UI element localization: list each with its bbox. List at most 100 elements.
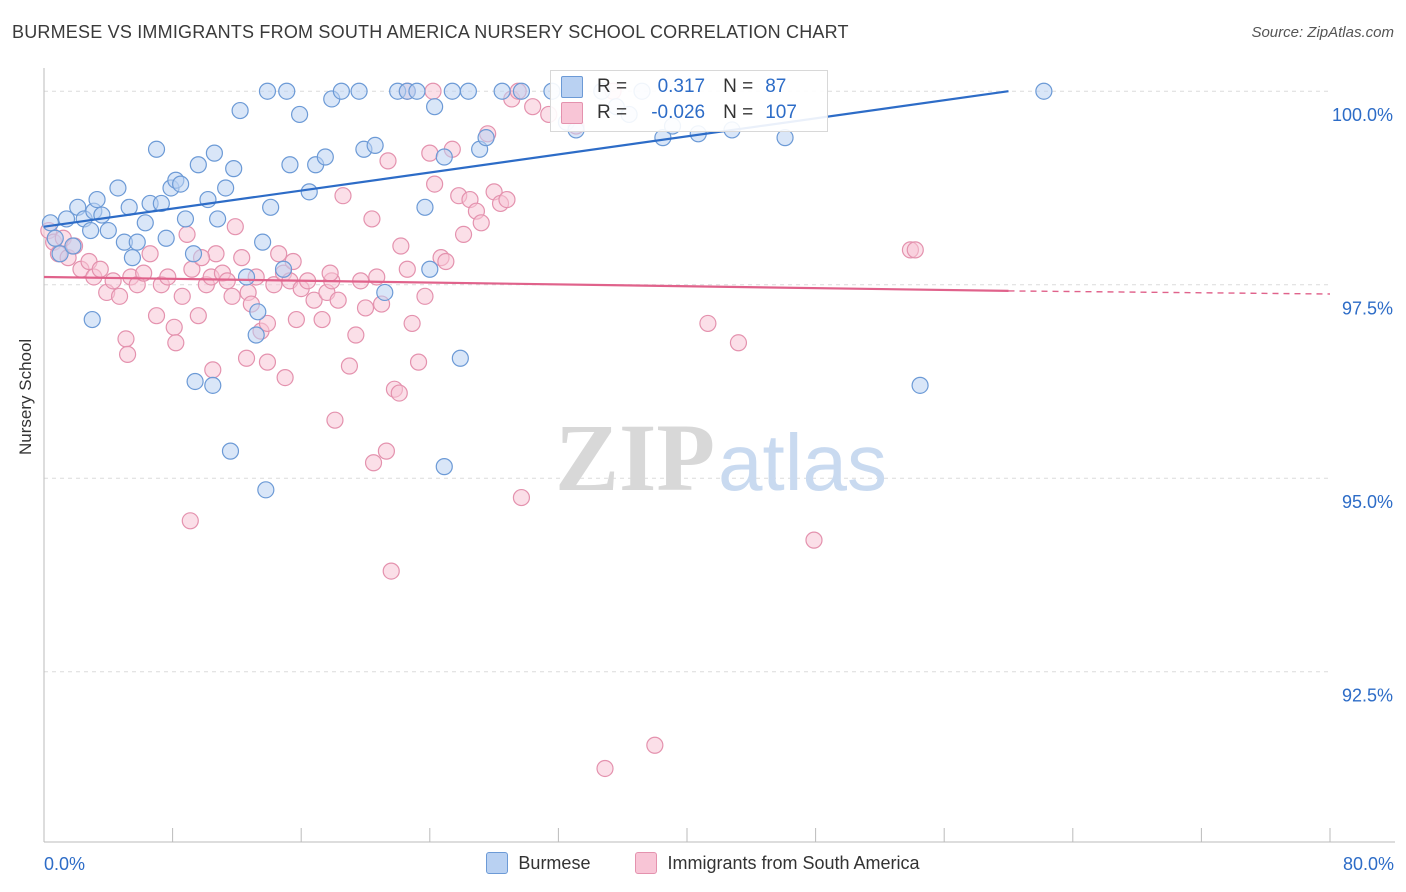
point-burmese <box>82 221 100 240</box>
point-immigrants <box>181 512 199 530</box>
y-tick-label: 92.5% <box>1342 686 1393 706</box>
point-burmese <box>316 148 334 166</box>
point-immigrants <box>498 190 516 209</box>
point-burmese <box>152 194 170 213</box>
stats-row-immigrants: R = -0.026 N = 107 <box>561 101 797 125</box>
point-burmese <box>274 260 293 278</box>
point-burmese <box>281 156 299 174</box>
trend-lines <box>43 90 1331 295</box>
point-immigrants <box>392 237 410 255</box>
point-immigrants <box>356 299 375 317</box>
point-immigrants <box>329 291 347 309</box>
point-immigrants <box>159 268 177 286</box>
point-immigrants <box>165 318 183 336</box>
point-immigrants <box>91 260 109 278</box>
point-burmese <box>172 175 190 193</box>
point-immigrants <box>421 144 439 162</box>
point-burmese <box>262 198 280 216</box>
point-immigrants <box>646 736 664 754</box>
point-burmese <box>109 179 127 197</box>
stats-n-label: N = <box>723 102 754 123</box>
y-tick-label: 97.5% <box>1342 299 1393 319</box>
point-immigrants <box>305 291 323 309</box>
point-immigrants <box>226 218 244 236</box>
point-burmese <box>186 372 204 391</box>
watermark-atlas: atlas <box>718 418 887 507</box>
point-burmese <box>217 179 235 197</box>
point-immigrants <box>729 334 748 352</box>
point-immigrants <box>437 252 455 271</box>
point-immigrants <box>189 307 207 325</box>
point-immigrants <box>173 287 191 305</box>
point-burmese <box>41 214 60 232</box>
point-burmese <box>88 190 106 209</box>
trend-line-burmese <box>43 90 1009 228</box>
point-burmese <box>123 249 142 267</box>
gridlines <box>44 90 1330 673</box>
point-burmese <box>477 129 495 147</box>
point-immigrants <box>454 225 473 244</box>
point-burmese <box>512 82 531 100</box>
point-immigrants <box>377 442 395 460</box>
chart-title: BURMESE VS IMMIGRANTS FROM SOUTH AMERICA… <box>12 22 849 42</box>
legend-label-immigrants: Immigrants from South America <box>667 852 920 873</box>
y-tick-label: 100.0% <box>1332 105 1393 125</box>
point-immigrants <box>147 307 166 325</box>
point-immigrants <box>596 759 614 778</box>
legend-item-burmese[interactable]: Burmese <box>486 852 590 874</box>
point-immigrants <box>104 272 122 290</box>
stats-r-value-immigrants: -0.026 <box>651 102 706 123</box>
chart-legend: Burmese Immigrants from South America <box>0 852 1406 879</box>
point-immigrants <box>204 361 222 379</box>
point-burmese <box>776 129 794 147</box>
series-burmese <box>41 82 1053 499</box>
point-immigrants <box>258 353 277 371</box>
legend-swatch-immigrants <box>635 852 658 874</box>
point-burmese <box>300 183 318 201</box>
point-immigrants <box>258 314 277 333</box>
stats-n-value-burmese: 87 <box>765 76 787 97</box>
point-immigrants <box>321 264 339 282</box>
point-burmese <box>93 206 111 224</box>
point-burmese <box>205 144 223 162</box>
point-immigrants <box>287 310 305 329</box>
point-immigrants <box>167 334 185 352</box>
point-immigrants <box>110 287 129 305</box>
point-burmese <box>443 82 461 100</box>
point-burmese <box>64 237 82 255</box>
stats-r-label: R = <box>597 102 628 123</box>
point-burmese <box>189 156 207 174</box>
stats-legend-box: R = 0.317 N = 87 R = -0.026 N = 107 <box>550 70 828 132</box>
point-burmese <box>184 245 203 263</box>
point-burmese <box>278 82 296 100</box>
point-burmese <box>332 82 350 100</box>
point-burmese <box>157 229 175 247</box>
point-immigrants <box>426 175 444 193</box>
point-burmese <box>435 148 453 166</box>
point-burmese <box>128 233 146 251</box>
legend-item-immigrants[interactable]: Immigrants from South America <box>635 852 920 874</box>
point-immigrants <box>403 314 421 333</box>
point-immigrants <box>379 152 397 170</box>
axes <box>43 68 1395 843</box>
stats-swatch-immigrants <box>561 102 583 124</box>
point-burmese <box>426 98 444 116</box>
point-burmese <box>46 229 64 247</box>
stats-r-value-burmese: 0.317 <box>657 76 706 97</box>
point-immigrants <box>276 369 294 387</box>
point-immigrants <box>326 411 344 429</box>
point-burmese <box>231 101 249 120</box>
point-burmese <box>247 326 265 344</box>
point-burmese <box>421 260 439 278</box>
point-immigrants <box>424 82 442 100</box>
point-burmese <box>176 210 195 228</box>
point-immigrants <box>218 272 236 290</box>
point-burmese <box>408 82 426 100</box>
point-immigrants <box>416 287 434 305</box>
point-immigrants <box>390 384 408 402</box>
point-burmese <box>911 376 929 394</box>
point-immigrants <box>141 245 159 263</box>
point-immigrants <box>223 287 241 305</box>
point-immigrants <box>398 260 416 278</box>
